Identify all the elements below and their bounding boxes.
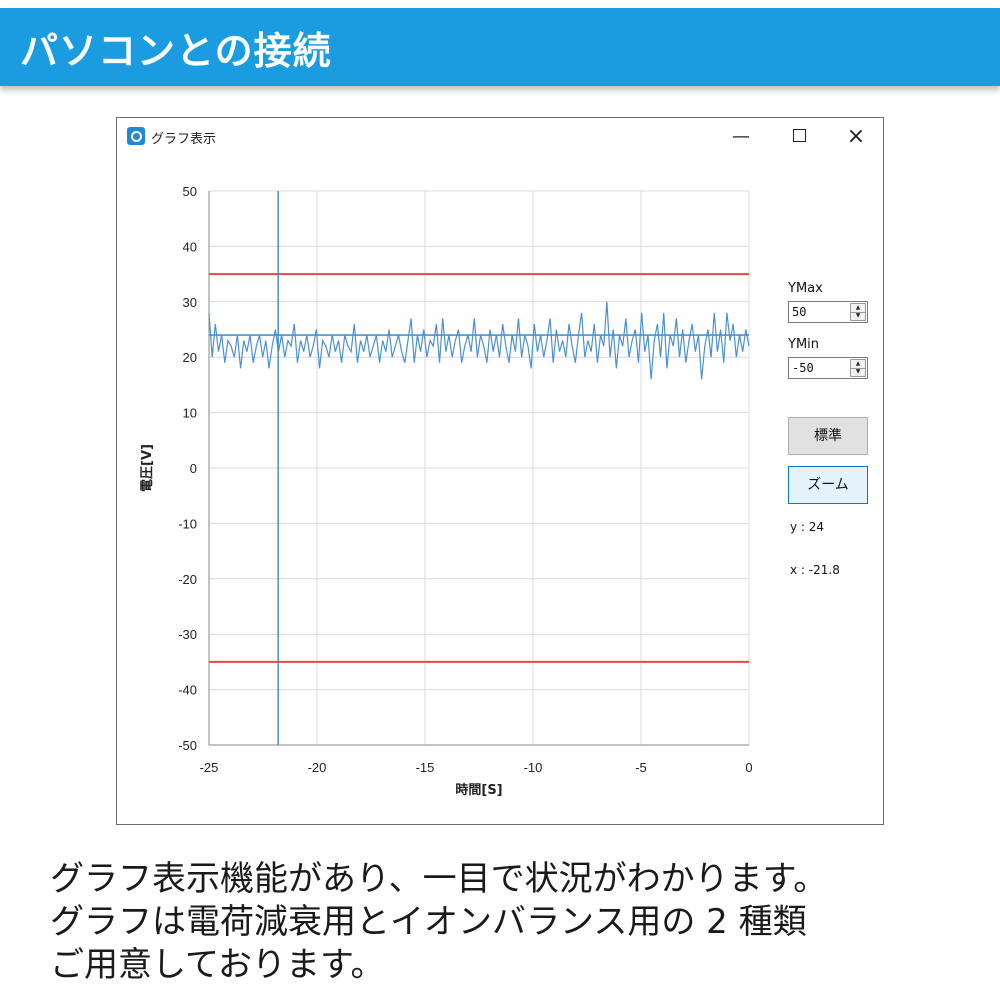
window-titlebar[interactable]: グラフ表示 — × (117, 118, 883, 156)
y-readout: y : 24 (790, 520, 825, 534)
standard-button[interactable]: 標準 (788, 417, 868, 455)
y-tick-label: -50 (178, 738, 197, 753)
banner-title: パソコンとの接続 (20, 29, 332, 73)
x-axis-label: 時間[S] (455, 782, 502, 798)
voltage-series-line (208, 301, 750, 380)
close-icon: × (846, 124, 866, 149)
x-tick-label: -15 (416, 760, 435, 775)
ymin-label: YMin (788, 337, 820, 352)
caption-line: グラフ表示機能があり、一目で状況がわかります。 (50, 859, 828, 899)
graph-window: グラフ表示 — × 50 40 30 20 10 0 -10 -20 -30 -40 -50 -25-… (116, 117, 884, 825)
y-tick-label: 10 (183, 406, 197, 421)
header-banner: パソコンとの接続 (0, 8, 1000, 86)
ymax-spinner[interactable]: ▲ ▼ (788, 301, 868, 323)
caption-text: グラフ表示機能があり、一目で状況がわかります。 グラフは電荷減衰用とイオンバラン… (50, 858, 990, 987)
y-tick-label: -20 (178, 572, 197, 587)
y-axis-label: 電圧[V] (140, 444, 155, 492)
zoom-button[interactable]: ズーム (788, 466, 868, 504)
x-tick-label: -20 (308, 760, 327, 775)
ymax-label: YMax (788, 281, 823, 296)
ymax-up-arrow-icon[interactable]: ▲ (851, 304, 865, 313)
x-readout: x : -21.8 (790, 563, 840, 577)
caption-line: グラフは電荷減衰用とイオンバランス用の 2 種類 (50, 902, 807, 942)
y-tick-label: -40 (178, 683, 197, 698)
minimize-button[interactable]: — (721, 124, 761, 150)
y-tick-label: 0 (190, 461, 197, 476)
close-button[interactable]: × (836, 124, 876, 150)
y-tick-label: 40 (183, 239, 197, 254)
y-tick-label: -30 (178, 627, 197, 642)
ymin-up-arrow-icon[interactable]: ▲ (851, 360, 865, 369)
x-tick-label: -25 (200, 760, 219, 775)
y-tick-label: 50 (183, 184, 197, 199)
ymax-down-arrow-icon[interactable]: ▼ (855, 312, 861, 319)
x-tick-label: 0 (745, 760, 752, 775)
x-tick-label: -5 (635, 760, 647, 775)
minimize-icon: — (732, 126, 750, 147)
ymin-spin-buttons[interactable]: ▲ ▼ (850, 359, 866, 377)
ymin-input[interactable] (789, 358, 854, 378)
y-tick-label: -10 (178, 516, 197, 531)
app-icon (127, 127, 145, 145)
maximize-icon (792, 129, 806, 142)
x-tick-label: -10 (524, 760, 543, 775)
ymax-spin-buttons[interactable]: ▲ ▼ (850, 303, 866, 321)
caption-line: ご用意しております。 (50, 945, 385, 985)
ymax-input[interactable] (789, 302, 854, 322)
window-title: グラフ表示 (151, 132, 217, 147)
ymin-down-arrow-icon[interactable]: ▼ (855, 368, 861, 375)
maximize-button[interactable] (779, 124, 819, 150)
ymin-spinner[interactable]: ▲ ▼ (788, 357, 868, 379)
y-tick-label: 20 (183, 350, 197, 365)
y-tick-label: 30 (183, 295, 197, 310)
